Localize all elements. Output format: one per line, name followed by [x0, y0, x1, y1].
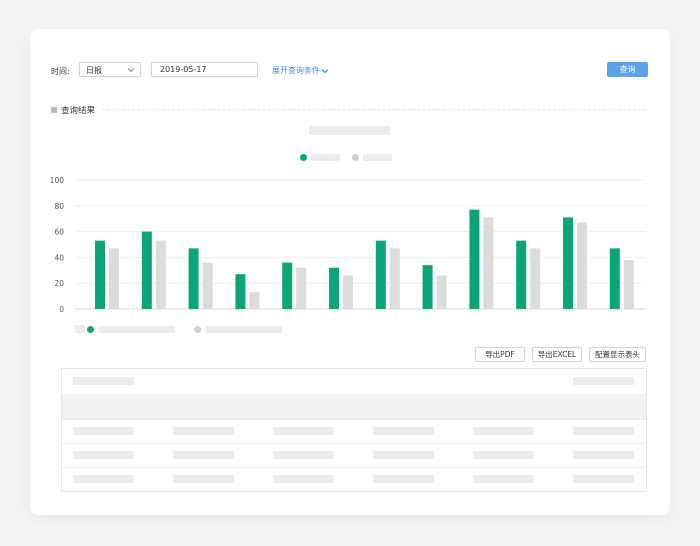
bar-series-2[interactable] — [296, 267, 307, 309]
table-row[interactable] — [62, 394, 646, 420]
bar-series-1[interactable] — [235, 274, 246, 309]
cell-placeholder — [473, 451, 534, 459]
cell-placeholder — [473, 475, 534, 483]
time-label: 时间: — [51, 67, 70, 76]
cell-placeholder — [473, 427, 534, 435]
bar-series-2[interactable] — [483, 217, 494, 309]
y-tick-label: 60 — [54, 228, 64, 237]
cell-placeholder — [373, 427, 434, 435]
expand-conditions-label: 展开查询条件 — [272, 66, 320, 75]
bar-series-1[interactable] — [375, 240, 386, 309]
table-row[interactable] — [62, 467, 646, 491]
bar-series-1[interactable] — [188, 248, 199, 309]
header-cell-placeholder — [73, 377, 134, 385]
legend-dot-series-2 — [352, 154, 359, 161]
bar-series-2[interactable] — [343, 275, 353, 309]
y-tick-label: 0 — [59, 305, 64, 314]
cell-placeholder — [273, 451, 334, 459]
cell-placeholder — [273, 427, 334, 435]
table-header-row — [62, 369, 646, 395]
chevron-down-icon — [127, 68, 135, 73]
chart-title-placeholder — [309, 126, 390, 135]
cell-placeholder — [373, 451, 434, 459]
main-card: 时间: 日报 展开查询条件 查询 查询结果 100 80 60 40 20 0 导出PDF… — [30, 29, 670, 515]
legend-label-placeholder-1 — [311, 154, 340, 161]
cell-placeholder — [373, 475, 434, 483]
query-button[interactable]: 查询 — [607, 62, 648, 77]
cell-placeholder — [173, 475, 234, 483]
results-section-title: 查询结果 — [51, 104, 95, 116]
section-marker-icon — [51, 107, 57, 113]
bar-series-1[interactable] — [282, 262, 293, 309]
bottom-legend-dot-1 — [87, 326, 94, 333]
bar-series-1[interactable] — [422, 265, 433, 309]
bar-series-2[interactable] — [623, 259, 634, 309]
header-cell-placeholder — [573, 377, 634, 385]
y-tick-label: 80 — [54, 202, 64, 211]
bar-chart: 100 80 60 40 20 0 — [50, 176, 646, 314]
bar-series-2[interactable] — [202, 262, 213, 309]
results-title-text: 查询结果 — [61, 106, 96, 116]
bar-series-2[interactable] — [109, 248, 119, 309]
bar-series-2[interactable] — [155, 240, 166, 309]
chevron-down-icon — [321, 68, 329, 73]
cell-placeholder — [173, 451, 234, 459]
cell-placeholder — [273, 475, 334, 483]
table-row[interactable] — [62, 443, 646, 468]
legend-label-placeholder-2 — [363, 154, 392, 161]
bar-series-1[interactable] — [95, 240, 105, 309]
bar-series-2[interactable] — [436, 275, 447, 309]
bar-series-2[interactable] — [577, 222, 587, 309]
table-row[interactable] — [62, 419, 646, 444]
section-divider — [102, 109, 646, 110]
bottom-legend-dot-2 — [194, 326, 201, 333]
bar-series-2[interactable] — [389, 248, 400, 309]
bar-series-1[interactable] — [563, 217, 573, 309]
cell-placeholder — [73, 475, 134, 483]
bar-series-1[interactable] — [609, 248, 620, 309]
export-excel-button[interactable]: 导出EXCEL — [532, 347, 582, 362]
config-columns-button[interactable]: 配置显示表头 — [589, 347, 646, 362]
cell-placeholder — [73, 451, 134, 459]
period-select[interactable]: 日报 — [79, 62, 141, 77]
bar-series-1[interactable] — [516, 240, 527, 309]
export-pdf-button[interactable]: 导出PDF — [475, 347, 525, 362]
y-tick-label: 40 — [54, 253, 64, 262]
bar-series-1[interactable] — [469, 209, 480, 309]
y-tick-label: 20 — [54, 279, 64, 288]
cell-placeholder — [573, 451, 634, 459]
slider-handle-placeholder[interactable] — [75, 325, 85, 333]
cell-placeholder — [573, 427, 634, 435]
period-select-value: 日报 — [86, 66, 102, 75]
expand-conditions-link[interactable]: 展开查询条件 — [272, 65, 329, 76]
date-input[interactable] — [151, 62, 258, 77]
cell-placeholder — [73, 427, 134, 435]
bar-series-1[interactable] — [329, 267, 339, 309]
cell-placeholder — [573, 475, 634, 483]
results-table — [61, 368, 647, 492]
bar-series-2[interactable] — [249, 292, 260, 309]
legend-dot-series-1 — [300, 154, 307, 161]
cell-placeholder — [173, 427, 234, 435]
bottom-legend-placeholder-1 — [99, 326, 175, 333]
bar-series-1[interactable] — [141, 231, 152, 309]
bar-series-2[interactable] — [530, 248, 541, 309]
y-tick-label: 100 — [50, 176, 65, 185]
bottom-legend-placeholder-2 — [206, 326, 282, 333]
